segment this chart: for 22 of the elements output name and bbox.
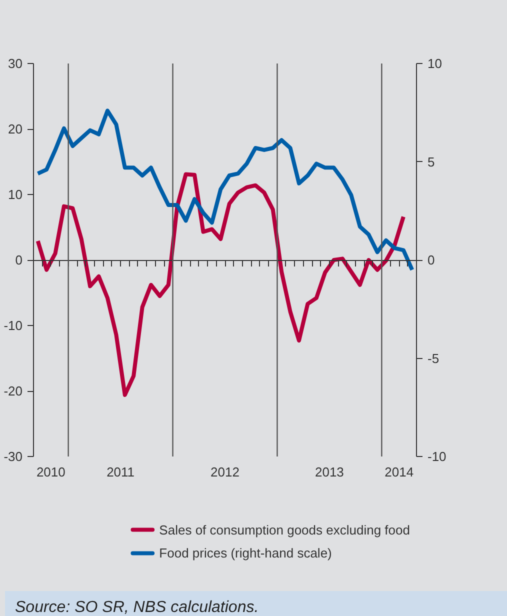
y2-tick-label: 0 [428,252,435,268]
x-tick-label: 2014 [384,464,414,480]
y2-tick-label: -5 [428,350,440,366]
y-tick-label: -20 [4,384,23,398]
y-tick-label: 10 [8,187,23,202]
legend-label: Sales of consumption goods excluding food [159,522,410,538]
x-tick-label: 2013 [314,464,344,480]
x-tick-label: 2011 [106,464,135,480]
y2-tick-label: 5 [428,154,435,170]
y-tick-label: 30 [8,56,23,71]
y-tick-label: 0 [15,252,23,268]
y2-tick-label: 10 [428,56,442,71]
y2-tick-label: -10 [428,449,446,464]
y-tick-label: 20 [8,122,23,136]
line-series [36,172,406,397]
line-series [36,108,414,272]
x-tick-label: 2010 [36,464,66,480]
y-tick-label: -10 [4,318,23,333]
source-note: Source: SO SR, NBS calculations. [15,598,259,616]
y-tick-label: -30 [4,449,23,464]
legend-label: Food prices (right-hand scale) [159,546,332,561]
x-tick-label: 2012 [210,464,240,480]
